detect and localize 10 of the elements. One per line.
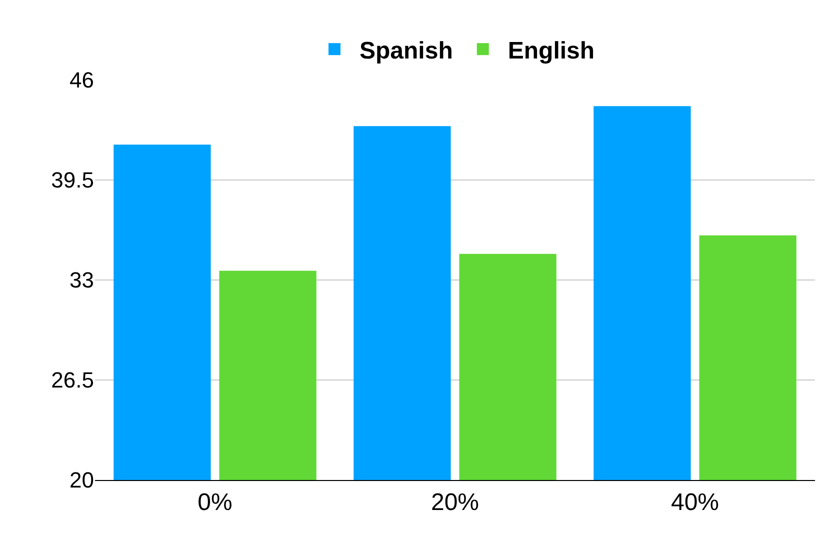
y-tick-label: 33 [70,268,94,293]
legend-label: English [508,37,595,64]
x-tick-label: 0% [198,488,232,516]
y-tick-label: 39.5 [51,168,94,193]
y-tick-label: 20 [70,468,94,493]
legend-label: Spanish [360,37,453,64]
y-tick-label: 26.5 [51,368,94,393]
x-tick-label: 20% [430,488,480,516]
x-tick-label: 40% [670,488,720,516]
y-tick-label: 46 [70,68,94,93]
